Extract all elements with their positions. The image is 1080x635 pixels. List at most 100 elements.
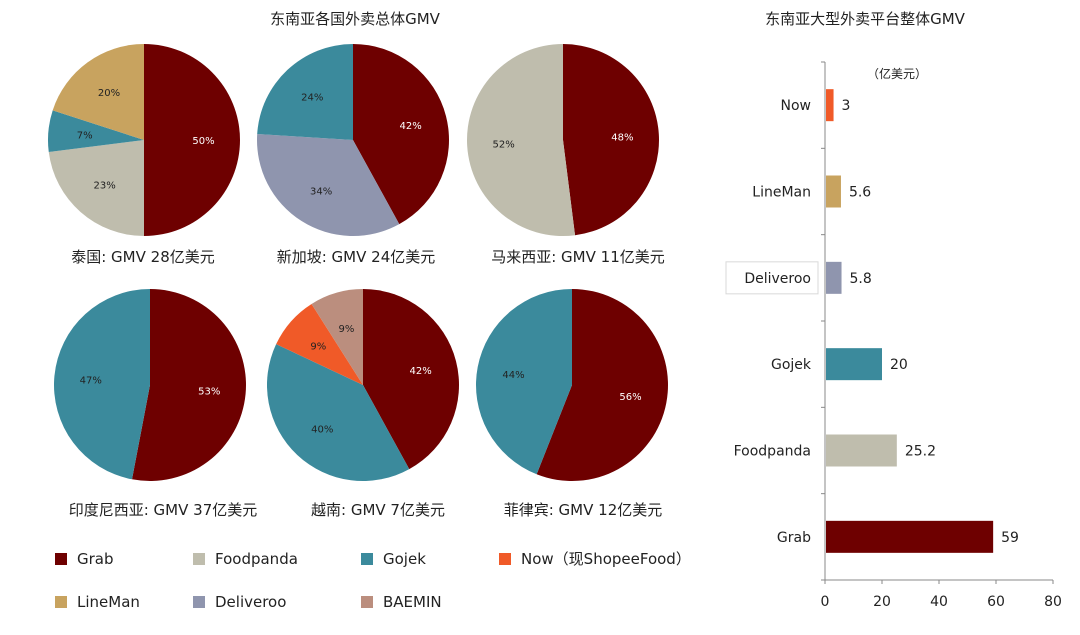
pie-slice-label: 42% (400, 121, 422, 132)
pie-slice-gojek (53, 289, 151, 480)
category-label: Grab (777, 530, 811, 546)
pie-slice-label: 23% (94, 181, 116, 192)
pie-slice-label: 24% (301, 93, 323, 104)
pie-slice-label: 9% (310, 342, 326, 353)
legend-swatch (193, 553, 205, 565)
legend-label: Gojek (383, 550, 426, 568)
x-tick-label: 80 (1044, 594, 1062, 610)
pie-slice-foodpanda (48, 140, 144, 236)
pie-slice-label: 56% (619, 392, 641, 403)
bar-unit-label: （亿美元） (867, 66, 927, 81)
legend-item-now: Now（现ShopeeFood） (499, 550, 691, 568)
x-tick-label: 0 (821, 594, 830, 610)
pie-caption: 印度尼西亚: GMV 37亿美元 (69, 501, 258, 519)
pie-slice-gojek (476, 289, 572, 475)
pie-slice-gojek (257, 44, 353, 140)
bar-chart: 0 20 40 60 80 Now 3 LineMan 5.6 Deliveroo 5.8 Gojek… (725, 61, 1062, 610)
category-label: Foodpanda (734, 444, 811, 460)
pie-charts: 50% 23% 7% 20% 泰国: GMV 28亿美元 42% 34% 24% 新加坡: GM… (47, 44, 668, 519)
bar-value-label: 20 (890, 357, 908, 373)
bar-group-gojek: Gojek 20 (771, 348, 908, 381)
bar-group-now: Now 3 (781, 89, 851, 122)
bar-now (826, 89, 834, 122)
pie-slice-label: 44% (502, 370, 524, 381)
x-tick-label: 20 (873, 594, 891, 610)
pie-slice-grab (363, 289, 460, 470)
legend: Grab Foodpanda Gojek Now（现ShopeeFood） LineMa… (55, 550, 691, 611)
bar-value-label: 5.8 (850, 271, 872, 287)
bar-lineman (826, 175, 841, 208)
bar-value-label: 59 (1001, 530, 1019, 546)
category-label: Now (781, 98, 812, 114)
legend-swatch (55, 553, 67, 565)
bar-value-label: 25.2 (905, 444, 936, 460)
legend-swatch (361, 553, 373, 565)
pie-slice-deliveroo (257, 133, 400, 237)
pie-slice-label: 50% (192, 136, 214, 147)
bar-grab (826, 520, 994, 553)
bar-foodpanda (826, 434, 897, 467)
pie-slice-grab (536, 289, 668, 481)
legend-item-lineman: LineMan (55, 593, 140, 611)
pie-3: 48% 52% 马来西亚: GMV 11亿美元 (467, 44, 665, 266)
category-label: Gojek (771, 357, 812, 373)
bar-value-label: 5.6 (849, 185, 871, 201)
legend-swatch (193, 596, 205, 608)
bar-group-deliveroo: Deliveroo 5.8 (725, 261, 872, 295)
pie-caption: 菲律宾: GMV 12亿美元 (504, 501, 663, 519)
legend-label: BAEMIN (383, 593, 442, 611)
bar-deliveroo (826, 261, 842, 294)
pie-4: 53% 47% 印度尼西亚: GMV 37亿美元 (53, 289, 258, 519)
pie-slice-label: 42% (410, 366, 432, 377)
pie-slice-grab (563, 44, 660, 236)
legend-swatch (361, 596, 373, 608)
legend-label: Foodpanda (215, 550, 298, 568)
legend-item-gojek: Gojek (361, 550, 426, 568)
pie-slice-label: 53% (198, 387, 220, 398)
bar-gojek (826, 348, 882, 381)
pie-slice-gojek (266, 344, 410, 482)
pie-slice-label: 52% (492, 140, 514, 151)
pie-slice-gojek (47, 110, 144, 153)
x-tick-label: 40 (930, 594, 948, 610)
pie-slice-label: 34% (310, 186, 332, 197)
pie-slice-label: 7% (77, 130, 93, 141)
pie-slice-label: 47% (80, 375, 102, 386)
pie-panel-title: 东南亚各国外卖总体GMV (270, 10, 441, 28)
pie-slice-foodpanda (467, 44, 576, 236)
legend-item-baemin: BAEMIN (361, 593, 442, 611)
pie-slice-grab (353, 44, 449, 225)
bar-panel-title: 东南亚大型外卖平台整体GMV (765, 10, 966, 28)
x-tick-label: 60 (987, 594, 1005, 610)
pie-slice-label: 9% (338, 324, 354, 335)
pie-caption: 新加坡: GMV 24亿美元 (277, 248, 436, 266)
pie-slice-lineman (52, 44, 144, 140)
pie-5: 42% 40% 9% 9% 越南: GMV 7亿美元 (266, 289, 460, 519)
category-label-box (725, 261, 819, 295)
pie-slice-grab (132, 289, 246, 481)
bar-value-label: 3 (842, 98, 851, 114)
category-label: LineMan (752, 185, 811, 201)
pie-caption: 泰国: GMV 28亿美元 (71, 248, 215, 266)
pie-6: 56% 44% 菲律宾: GMV 12亿美元 (476, 289, 668, 519)
bar-group-lineman: LineMan 5.6 (752, 175, 871, 208)
bar-group-grab: Grab 59 (777, 520, 1019, 553)
pie-slice-grab (144, 44, 240, 236)
pie-slice-label: 48% (611, 132, 633, 143)
pie-slice-baemin (311, 289, 363, 385)
pie-slice-label: 20% (98, 88, 120, 99)
legend-item-deliveroo: Deliveroo (193, 593, 286, 611)
pie-2: 42% 34% 24% 新加坡: GMV 24亿美元 (257, 44, 449, 266)
pie-caption: 马来西亚: GMV 11亿美元 (491, 248, 665, 266)
legend-item-grab: Grab (55, 550, 114, 568)
legend-item-foodpanda: Foodpanda (193, 550, 298, 568)
legend-label: Grab (77, 550, 114, 568)
pie-slice-label: 40% (311, 424, 333, 435)
legend-label: Now（现ShopeeFood） (521, 550, 691, 568)
pie-caption: 越南: GMV 7亿美元 (311, 501, 445, 519)
bar-group-foodpanda: Foodpanda 25.2 (734, 434, 936, 467)
legend-swatch (499, 553, 511, 565)
legend-label: LineMan (77, 593, 140, 611)
